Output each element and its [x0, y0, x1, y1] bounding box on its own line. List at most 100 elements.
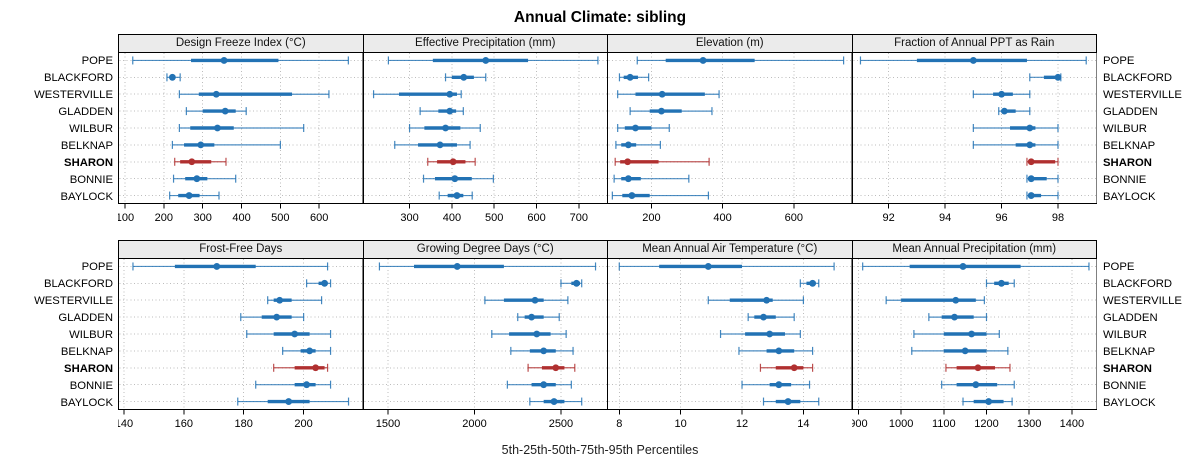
panel-strip: Effective Precipitation (mm): [362, 34, 608, 53]
median-dot: [321, 279, 328, 287]
station-label: WILBUR: [69, 123, 113, 135]
x-axis-tick-label: 8: [616, 418, 622, 430]
x-axis-tick-label: 300: [193, 212, 211, 224]
panel: Growing Degree Days (°C) 1500 2000 2500: [362, 240, 608, 437]
panel-strip: Mean Annual Air Temperature (°C): [607, 240, 853, 259]
percentile-line: [166, 73, 181, 82]
median-dot: [185, 192, 193, 199]
median-dot: [1025, 124, 1033, 132]
percentile-line: [393, 140, 471, 149]
percentile-line: [615, 140, 661, 149]
x-axis-tick-label: 200: [294, 418, 312, 430]
x-axis-tick-label: 200: [155, 212, 173, 224]
station-label: BAYLOCK: [1103, 396, 1156, 409]
median-dot: [551, 364, 559, 372]
percentile-line: [972, 124, 1059, 132]
percentile-line: [859, 56, 1087, 65]
median-dot: [790, 364, 798, 372]
median-dot: [276, 296, 284, 304]
chart-row: POPE BLACKFORD WESTERVILLE GLADDEN WILBUR BEL…: [0, 240, 1200, 437]
median-dot: [974, 364, 981, 372]
station-label: BONNIE: [1103, 379, 1147, 392]
percentile-line: [972, 140, 1059, 149]
percentile-line: [741, 380, 811, 389]
median-dot: [951, 296, 959, 304]
median-dot: [285, 398, 293, 405]
panel-title: Mean Annual Precipitation (mm): [892, 243, 1057, 255]
panel: Design Freeze Index (°C) 100 200 300 400 500 6…: [118, 34, 364, 231]
station-label: WILBUR: [1103, 123, 1147, 135]
percentile-line: [174, 157, 227, 166]
median-dot: [984, 398, 992, 405]
median-dot: [626, 73, 634, 81]
percentile-line: [611, 191, 710, 200]
panel-plot: 92 94 96 98: [851, 52, 1097, 224]
median-dot: [445, 90, 453, 98]
station-labels-right: POPE BLACKFORD WESTERVILLE GLADDEN WILBUR BEL…: [1097, 34, 1200, 231]
median-dot: [959, 263, 966, 270]
x-axis-tick-label: 1000: [888, 418, 913, 430]
median-dot: [763, 296, 770, 304]
station-label: BELKNAP: [1103, 345, 1156, 358]
chart-title: Annual Climate: sibling: [513, 9, 687, 26]
percentile-line: [528, 397, 582, 406]
median-dot: [971, 381, 979, 389]
median-dot: [1000, 107, 1008, 115]
chart-row: POPE BLACKFORD WESTERVILLE GLADDEN WILBUR BEL…: [0, 34, 1200, 231]
x-axis-tick-label: 96: [995, 212, 1007, 224]
panel-strip: Growing Degree Days (°C): [362, 240, 608, 259]
median-dot: [997, 90, 1005, 98]
x-axis-tick-label: 2500: [548, 418, 573, 430]
percentile-line: [267, 296, 323, 305]
percentile-line: [169, 191, 220, 200]
station-label: WILBUR: [1103, 329, 1147, 341]
median-dot: [766, 330, 774, 338]
station-label: WESTERVILLE: [1103, 89, 1182, 102]
x-axis-tick-label: 400: [232, 212, 250, 224]
median-dot: [441, 124, 449, 132]
x-axis-tick-label: 700: [569, 212, 587, 224]
station-label: WESTERVILLE: [34, 295, 113, 308]
station-label: BELKNAP: [1103, 139, 1156, 152]
median-dot: [481, 57, 489, 64]
median-dot: [961, 347, 969, 355]
median-dot: [306, 347, 314, 355]
median-dot: [221, 107, 229, 115]
station-label: POPE: [81, 261, 113, 274]
x-axis-tick-label: 400: [713, 212, 731, 224]
median-dot: [624, 158, 632, 166]
station-label: BLACKFORD: [1103, 278, 1173, 291]
median-dot: [459, 73, 467, 81]
percentile-line: [613, 174, 690, 183]
station-label: SHARON: [1103, 362, 1152, 375]
percentile-line: [719, 330, 801, 338]
median-dot: [450, 175, 458, 183]
percentile-line: [240, 313, 305, 322]
panel-title: Fraction of Annual PPT as Rain: [894, 37, 1055, 49]
percentile-line: [762, 397, 820, 406]
station-label: BONNIE: [69, 173, 113, 186]
station-labels-right: POPE BLACKFORD WESTERVILLE GLADDEN WILBUR BEL…: [1097, 240, 1200, 437]
median-dot: [632, 124, 639, 132]
median-dot: [212, 90, 220, 98]
percentile-line: [618, 73, 650, 82]
median-dot: [291, 330, 299, 338]
station-label: BLACKFORD: [1103, 72, 1173, 85]
panel: Mean Annual Precipitation (mm) 900 1000 110…: [851, 240, 1097, 437]
panel-plot: 200 400 600: [607, 52, 853, 224]
percentile-line: [483, 296, 568, 305]
median-dot: [213, 263, 221, 270]
station-label: BONNIE: [69, 379, 113, 392]
station-labels-left: POPE BLACKFORD WESTERVILLE GLADDEN WILBUR BEL…: [0, 240, 118, 437]
station-label: SHARON: [64, 362, 113, 375]
x-axis-tick-label: 600: [310, 212, 328, 224]
x-axis-tick-label: 400: [442, 212, 460, 224]
percentile-line: [490, 330, 567, 338]
median-dot: [699, 57, 707, 64]
median-dot: [220, 57, 228, 64]
percentile-line: [178, 124, 305, 132]
percentile-line: [444, 73, 486, 82]
percentile-line: [516, 313, 560, 322]
x-axis-tick-label: 600: [785, 212, 803, 224]
median-dot: [775, 347, 783, 355]
